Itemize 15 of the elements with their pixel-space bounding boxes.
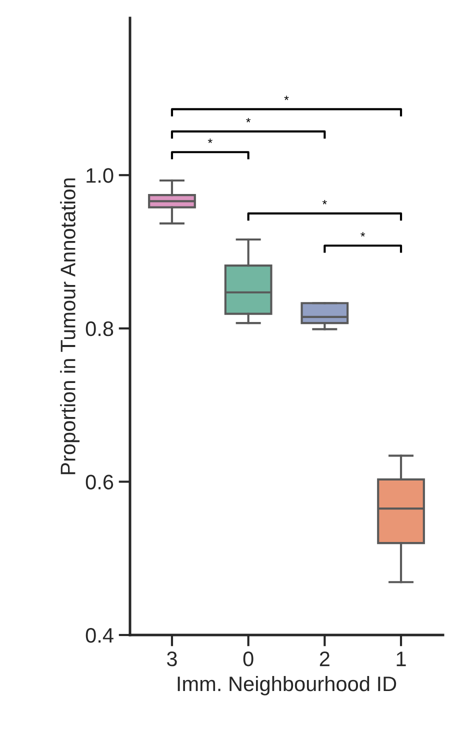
x-tick-label: 2 bbox=[320, 652, 330, 666]
x-tick-label: 3 bbox=[166, 652, 177, 666]
x-axis-title: Imm. Neighbourhood ID bbox=[178, 676, 396, 696]
y-tick-label: 0.6 bbox=[86, 474, 114, 490]
annotation: * bbox=[246, 118, 251, 122]
x-tick-label: 1 bbox=[396, 652, 406, 666]
annotation: * bbox=[284, 96, 289, 100]
annotation: * bbox=[322, 200, 327, 204]
x-tick-label: 0 bbox=[243, 652, 254, 666]
y-tick-label: 1.0 bbox=[86, 168, 114, 183]
annotation: * bbox=[208, 138, 212, 144]
annotation: * bbox=[360, 232, 366, 237]
y-axis-title: Proportion in Tumour Annotation bbox=[60, 178, 80, 474]
y-tick-label: 0.4 bbox=[86, 628, 114, 643]
y-tick-label: 0.8 bbox=[86, 321, 114, 336]
